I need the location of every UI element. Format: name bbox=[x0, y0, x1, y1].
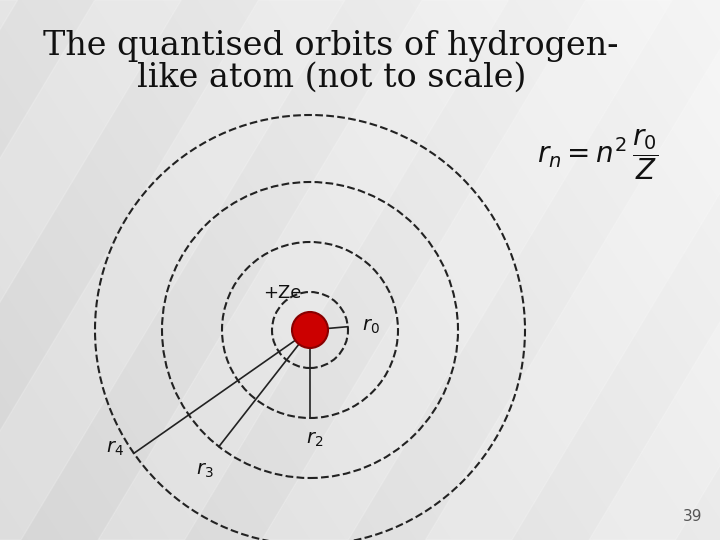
Text: $r_n = n^2\,\dfrac{r_0}{Z}$: $r_n = n^2\,\dfrac{r_0}{Z}$ bbox=[536, 128, 659, 182]
Text: $r_3$: $r_3$ bbox=[197, 461, 214, 480]
Text: $r_2$: $r_2$ bbox=[307, 430, 323, 449]
Text: like atom (not to scale): like atom (not to scale) bbox=[137, 62, 526, 94]
Circle shape bbox=[292, 312, 328, 348]
Text: +Ze: +Ze bbox=[263, 284, 301, 302]
Text: 39: 39 bbox=[683, 509, 702, 524]
Text: $r_4$: $r_4$ bbox=[106, 439, 124, 458]
Text: $r_0$: $r_0$ bbox=[362, 317, 379, 336]
Text: The quantised orbits of hydrogen-: The quantised orbits of hydrogen- bbox=[43, 30, 619, 62]
